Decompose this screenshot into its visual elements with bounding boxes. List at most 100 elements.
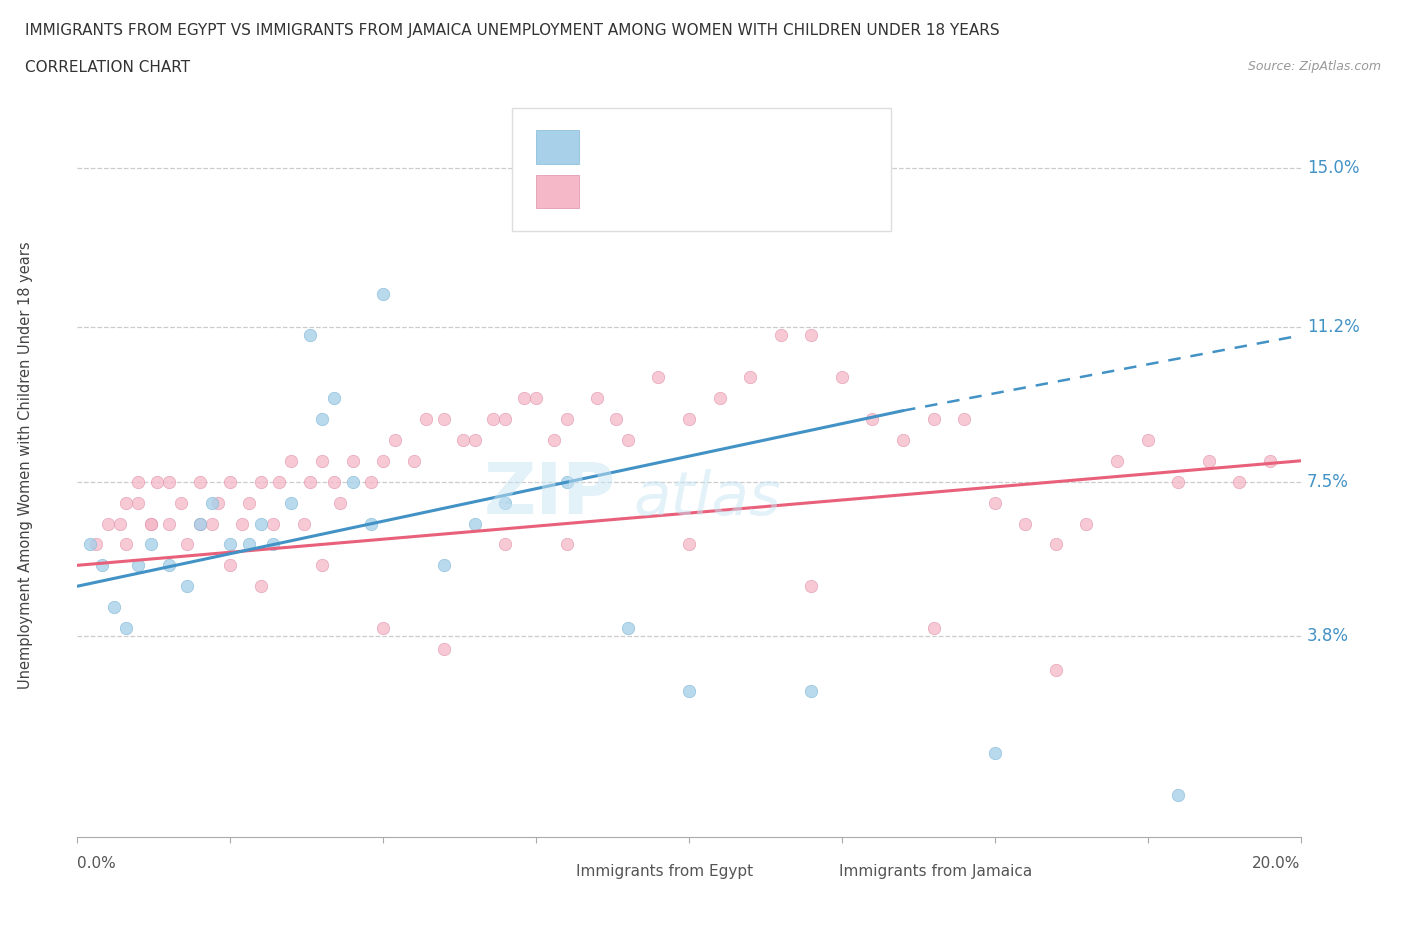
FancyBboxPatch shape xyxy=(543,861,569,884)
Point xyxy=(262,516,284,531)
Point xyxy=(433,412,456,427)
Point xyxy=(262,537,284,551)
Point xyxy=(922,412,945,427)
Point xyxy=(298,474,321,489)
Point xyxy=(513,391,536,405)
FancyBboxPatch shape xyxy=(536,175,579,208)
Point xyxy=(464,432,486,447)
Point xyxy=(201,495,224,510)
FancyBboxPatch shape xyxy=(806,861,832,884)
Point xyxy=(1167,474,1189,489)
Text: CORRELATION CHART: CORRELATION CHART xyxy=(25,60,190,75)
Point xyxy=(433,558,456,573)
Point xyxy=(127,558,149,573)
Point xyxy=(127,474,149,489)
Point xyxy=(495,412,517,427)
Point xyxy=(1136,432,1159,447)
Point xyxy=(360,516,382,531)
Point xyxy=(311,558,333,573)
Text: Source: ZipAtlas.com: Source: ZipAtlas.com xyxy=(1247,60,1381,73)
Point xyxy=(298,328,321,343)
Point xyxy=(402,454,425,469)
Point xyxy=(1076,516,1098,531)
Point xyxy=(170,495,193,510)
Point xyxy=(862,412,884,427)
Point xyxy=(1045,537,1067,551)
Point xyxy=(207,495,229,510)
Point xyxy=(1167,788,1189,803)
Point xyxy=(800,578,823,593)
Point xyxy=(495,495,517,510)
Point xyxy=(157,558,180,573)
Point xyxy=(371,620,394,635)
Point xyxy=(323,474,346,489)
Text: Immigrants from Jamaica: Immigrants from Jamaica xyxy=(839,865,1032,880)
FancyBboxPatch shape xyxy=(512,108,891,231)
Point xyxy=(201,516,224,531)
Point xyxy=(219,474,242,489)
Point xyxy=(605,412,627,427)
Text: 11.2%: 11.2% xyxy=(1306,318,1360,336)
Point xyxy=(342,474,364,489)
Point xyxy=(586,391,609,405)
Point xyxy=(415,412,437,427)
Point xyxy=(984,746,1007,761)
Point xyxy=(464,516,486,531)
Point xyxy=(543,432,565,447)
Point xyxy=(311,454,333,469)
Point xyxy=(555,474,578,489)
Point xyxy=(269,474,291,489)
Point xyxy=(360,474,382,489)
Text: R = 0.192: R = 0.192 xyxy=(598,138,688,156)
Point xyxy=(617,432,640,447)
Point xyxy=(90,558,112,573)
Point xyxy=(79,537,101,551)
Point xyxy=(176,578,198,593)
Point xyxy=(1107,454,1129,469)
Point xyxy=(617,620,640,635)
Point xyxy=(678,684,700,698)
Point xyxy=(157,516,180,531)
Point xyxy=(678,412,700,427)
Text: IMMIGRANTS FROM EGYPT VS IMMIGRANTS FROM JAMAICA UNEMPLOYMENT AMONG WOMEN WITH C: IMMIGRANTS FROM EGYPT VS IMMIGRANTS FROM… xyxy=(25,23,1000,38)
Point xyxy=(524,391,547,405)
Point xyxy=(800,684,823,698)
FancyBboxPatch shape xyxy=(536,130,579,164)
Point xyxy=(176,537,198,551)
Point xyxy=(1258,454,1281,469)
Point xyxy=(709,391,731,405)
Point xyxy=(219,537,242,551)
Text: Unemployment Among Women with Children Under 18 years: Unemployment Among Women with Children U… xyxy=(18,241,34,689)
Point xyxy=(555,537,578,551)
Text: ZIP: ZIP xyxy=(484,460,616,529)
Point xyxy=(678,537,700,551)
Point xyxy=(292,516,315,531)
Point xyxy=(188,516,211,531)
Point xyxy=(103,600,125,615)
Text: R = 0.179: R = 0.179 xyxy=(598,182,688,201)
Point xyxy=(342,454,364,469)
Point xyxy=(647,370,669,385)
Point xyxy=(384,432,406,447)
Point xyxy=(1198,454,1220,469)
Point xyxy=(984,495,1007,510)
Point xyxy=(139,516,162,531)
Point xyxy=(139,537,162,551)
Point xyxy=(1014,516,1036,531)
Point xyxy=(250,578,273,593)
Point xyxy=(831,370,853,385)
Point xyxy=(115,620,138,635)
Point xyxy=(84,537,107,551)
Point xyxy=(371,454,394,469)
Point xyxy=(139,516,162,531)
Point xyxy=(250,474,273,489)
Point xyxy=(769,328,792,343)
Point xyxy=(800,328,823,343)
Point xyxy=(97,516,120,531)
Point xyxy=(953,412,976,427)
Point xyxy=(311,412,333,427)
Point xyxy=(250,516,273,531)
Point xyxy=(1229,474,1251,489)
Text: N = 30: N = 30 xyxy=(738,138,800,156)
Text: atlas: atlas xyxy=(634,469,782,528)
